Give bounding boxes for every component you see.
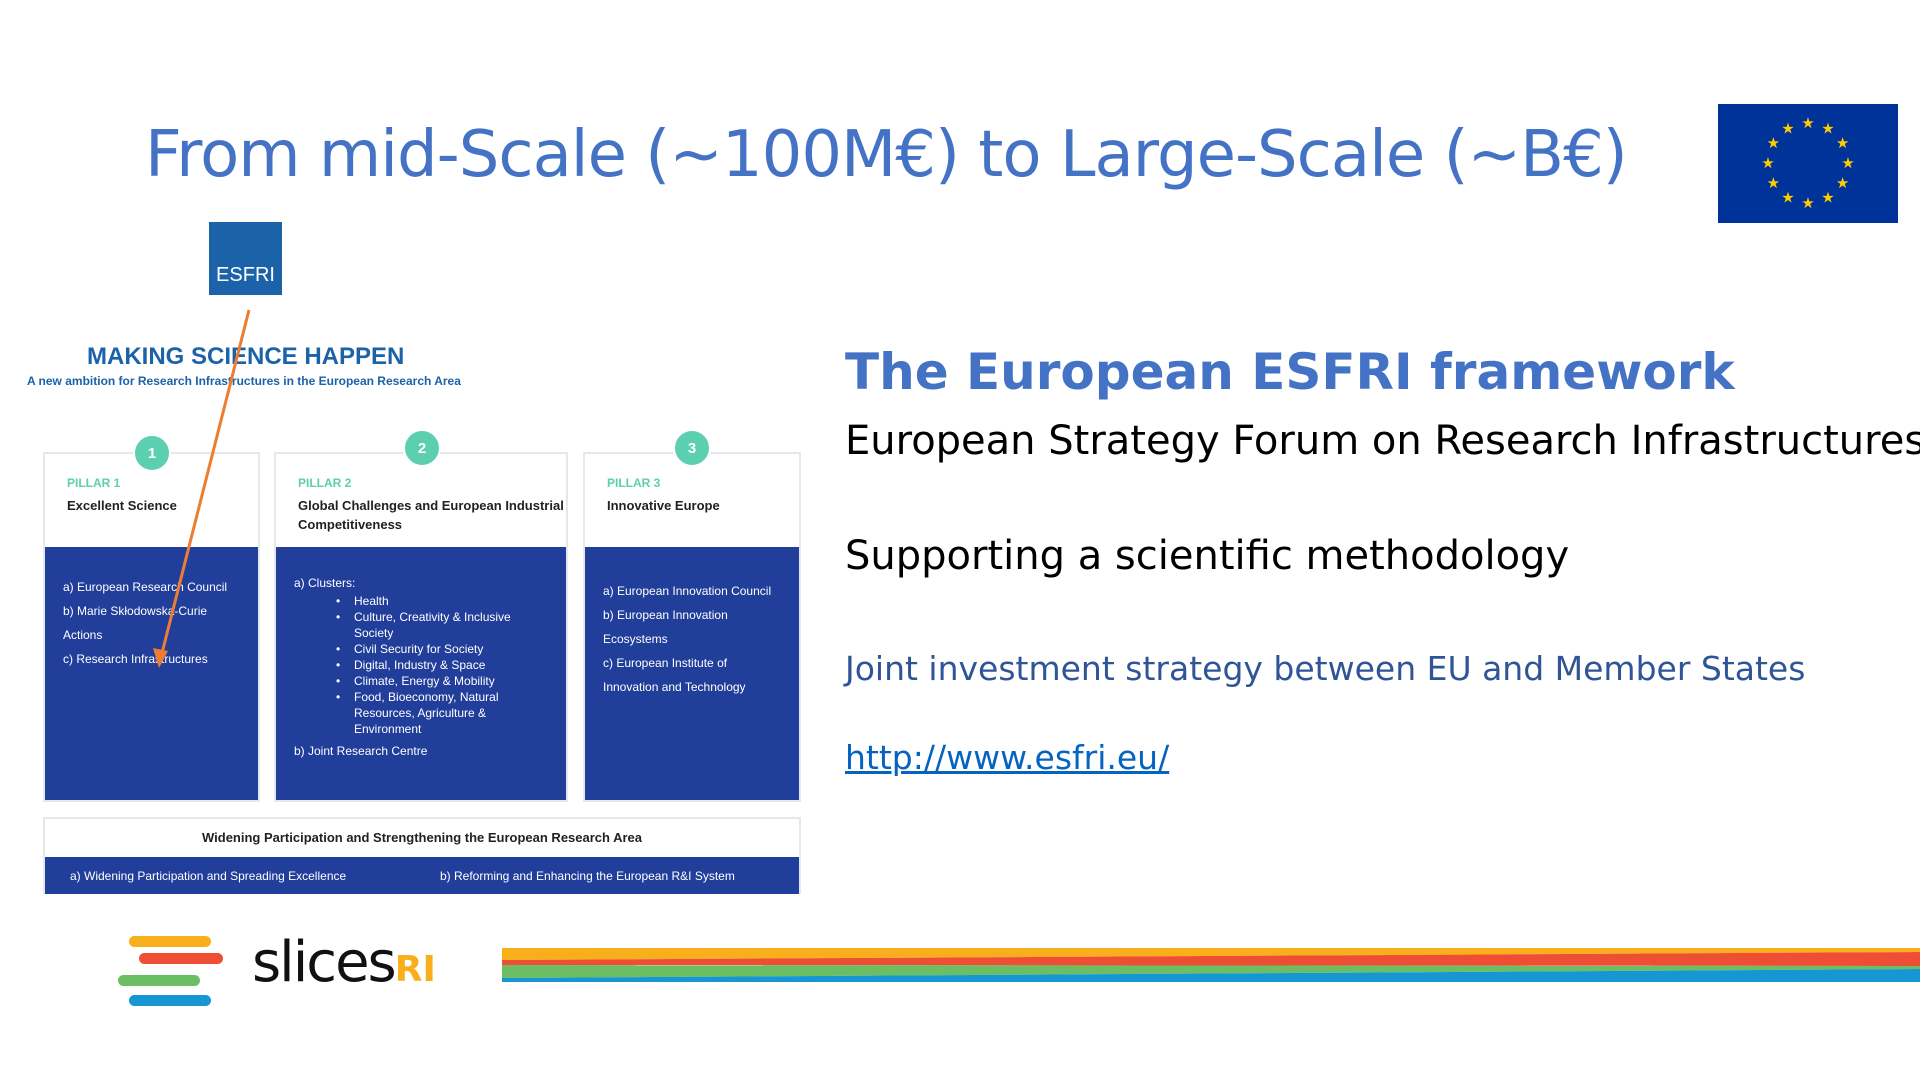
eu-flag-icon: ★ ★ ★ ★ ★ ★ ★ ★ ★ ★ ★ ★ — [1718, 104, 1898, 223]
stripe-red — [502, 952, 1920, 966]
list-item: a) European Innovation Council — [603, 584, 772, 598]
stripe-green — [502, 965, 1920, 978]
star-icon: ★ — [1781, 190, 1794, 207]
star-icon: ★ — [1801, 195, 1814, 212]
stripe-blue — [502, 969, 1920, 982]
star-icon: ★ — [1761, 155, 1774, 172]
widening-box: Widening Participation and Strengthening… — [43, 817, 801, 894]
methodology-text: Supporting a scientific methodology — [845, 533, 1570, 579]
esfri-logo: ESFRI — [209, 222, 282, 295]
arrow-annotation — [153, 309, 251, 668]
pillar-2: 2 PILLAR 2 Global Challenges and Europea… — [274, 429, 568, 802]
arrow-head-icon — [153, 648, 168, 668]
list-item: Civil Security for Society — [294, 641, 548, 657]
pillar-title: Innovative Europe — [607, 498, 720, 513]
arrow-line — [159, 309, 251, 658]
pillar-number: 2 — [403, 429, 441, 467]
list-item: b) Reforming and Enhancing the European … — [440, 868, 735, 883]
pillar-number: 3 — [673, 429, 711, 467]
logo-text: slices — [252, 930, 397, 995]
pillar-number: 1 — [133, 434, 171, 472]
list-item: b) Joint Research Centre — [294, 744, 428, 758]
list-item: a) Widening Participation and Spreading … — [70, 868, 347, 883]
widening-title: Widening Participation and Strengthening… — [201, 830, 643, 845]
star-icon: ★ — [1801, 115, 1814, 132]
list-item: Climate, Energy & Mobility — [294, 673, 548, 689]
list-item: Health — [294, 593, 548, 609]
esfri-expansion: European Strategy Forum on Research Infr… — [845, 418, 1920, 464]
list-item: Culture, Creativity & Inclusive Society — [294, 609, 548, 641]
list-item: c) European Institute of Innovation and … — [603, 656, 746, 694]
list-item: c) Research Infrastructures — [63, 652, 208, 666]
star-icon: ★ — [1781, 120, 1794, 137]
pillar-title: Excellent Science — [67, 498, 177, 513]
star-icon: ★ — [1836, 135, 1849, 152]
star-icon: ★ — [1841, 155, 1854, 172]
pillar-label: PILLAR 3 — [607, 476, 661, 490]
pillar-label: PILLAR 1 — [67, 476, 121, 490]
list-item: a) Clusters: — [294, 576, 356, 590]
figure-heading: MAKING SCIENCE HAPPEN — [87, 343, 405, 370]
investment-text: Joint investment strategy between EU and… — [845, 649, 1806, 688]
list-item: Food, Bioeconomy, Natural Resources, Agr… — [294, 689, 548, 737]
framework-heading: The European ESFRI framework — [845, 343, 1735, 401]
star-icon: ★ — [1821, 120, 1834, 137]
star-icon: ★ — [1767, 175, 1780, 192]
pillar-label: PILLAR 2 — [298, 476, 352, 490]
slices-logo-text: slicesRI — [252, 930, 436, 995]
esfri-link[interactable]: http://www.esfri.eu/ — [845, 738, 1170, 777]
list-item: b) European Innovation Ecosystems — [603, 608, 728, 646]
star-icon: ★ — [1836, 175, 1849, 192]
star-icon: ★ — [1767, 135, 1780, 152]
figure-subheading: A new ambition for Research Infrastructu… — [27, 374, 461, 388]
stripe-orange — [502, 948, 1920, 960]
list-item: Digital, Industry & Space — [294, 657, 548, 673]
eu-stars: ★ ★★★★★★★★★★★ — [1761, 115, 1854, 212]
pillar-3: 3 PILLAR 3 Innovative Europe a) European… — [583, 429, 801, 802]
pillar-1: 1 PILLAR 1 Excellent Science a) European… — [43, 434, 260, 802]
star-icon: ★ — [1821, 190, 1834, 207]
footer-stripes — [502, 948, 1920, 982]
pillar-title: Global Challenges and European Industria… — [298, 498, 564, 532]
logo-suffix: RI — [394, 949, 436, 990]
list-item: a) European Research Council — [63, 580, 228, 594]
slide-title: From mid-Scale (~100M€) to Large-Scale (… — [145, 118, 1628, 192]
